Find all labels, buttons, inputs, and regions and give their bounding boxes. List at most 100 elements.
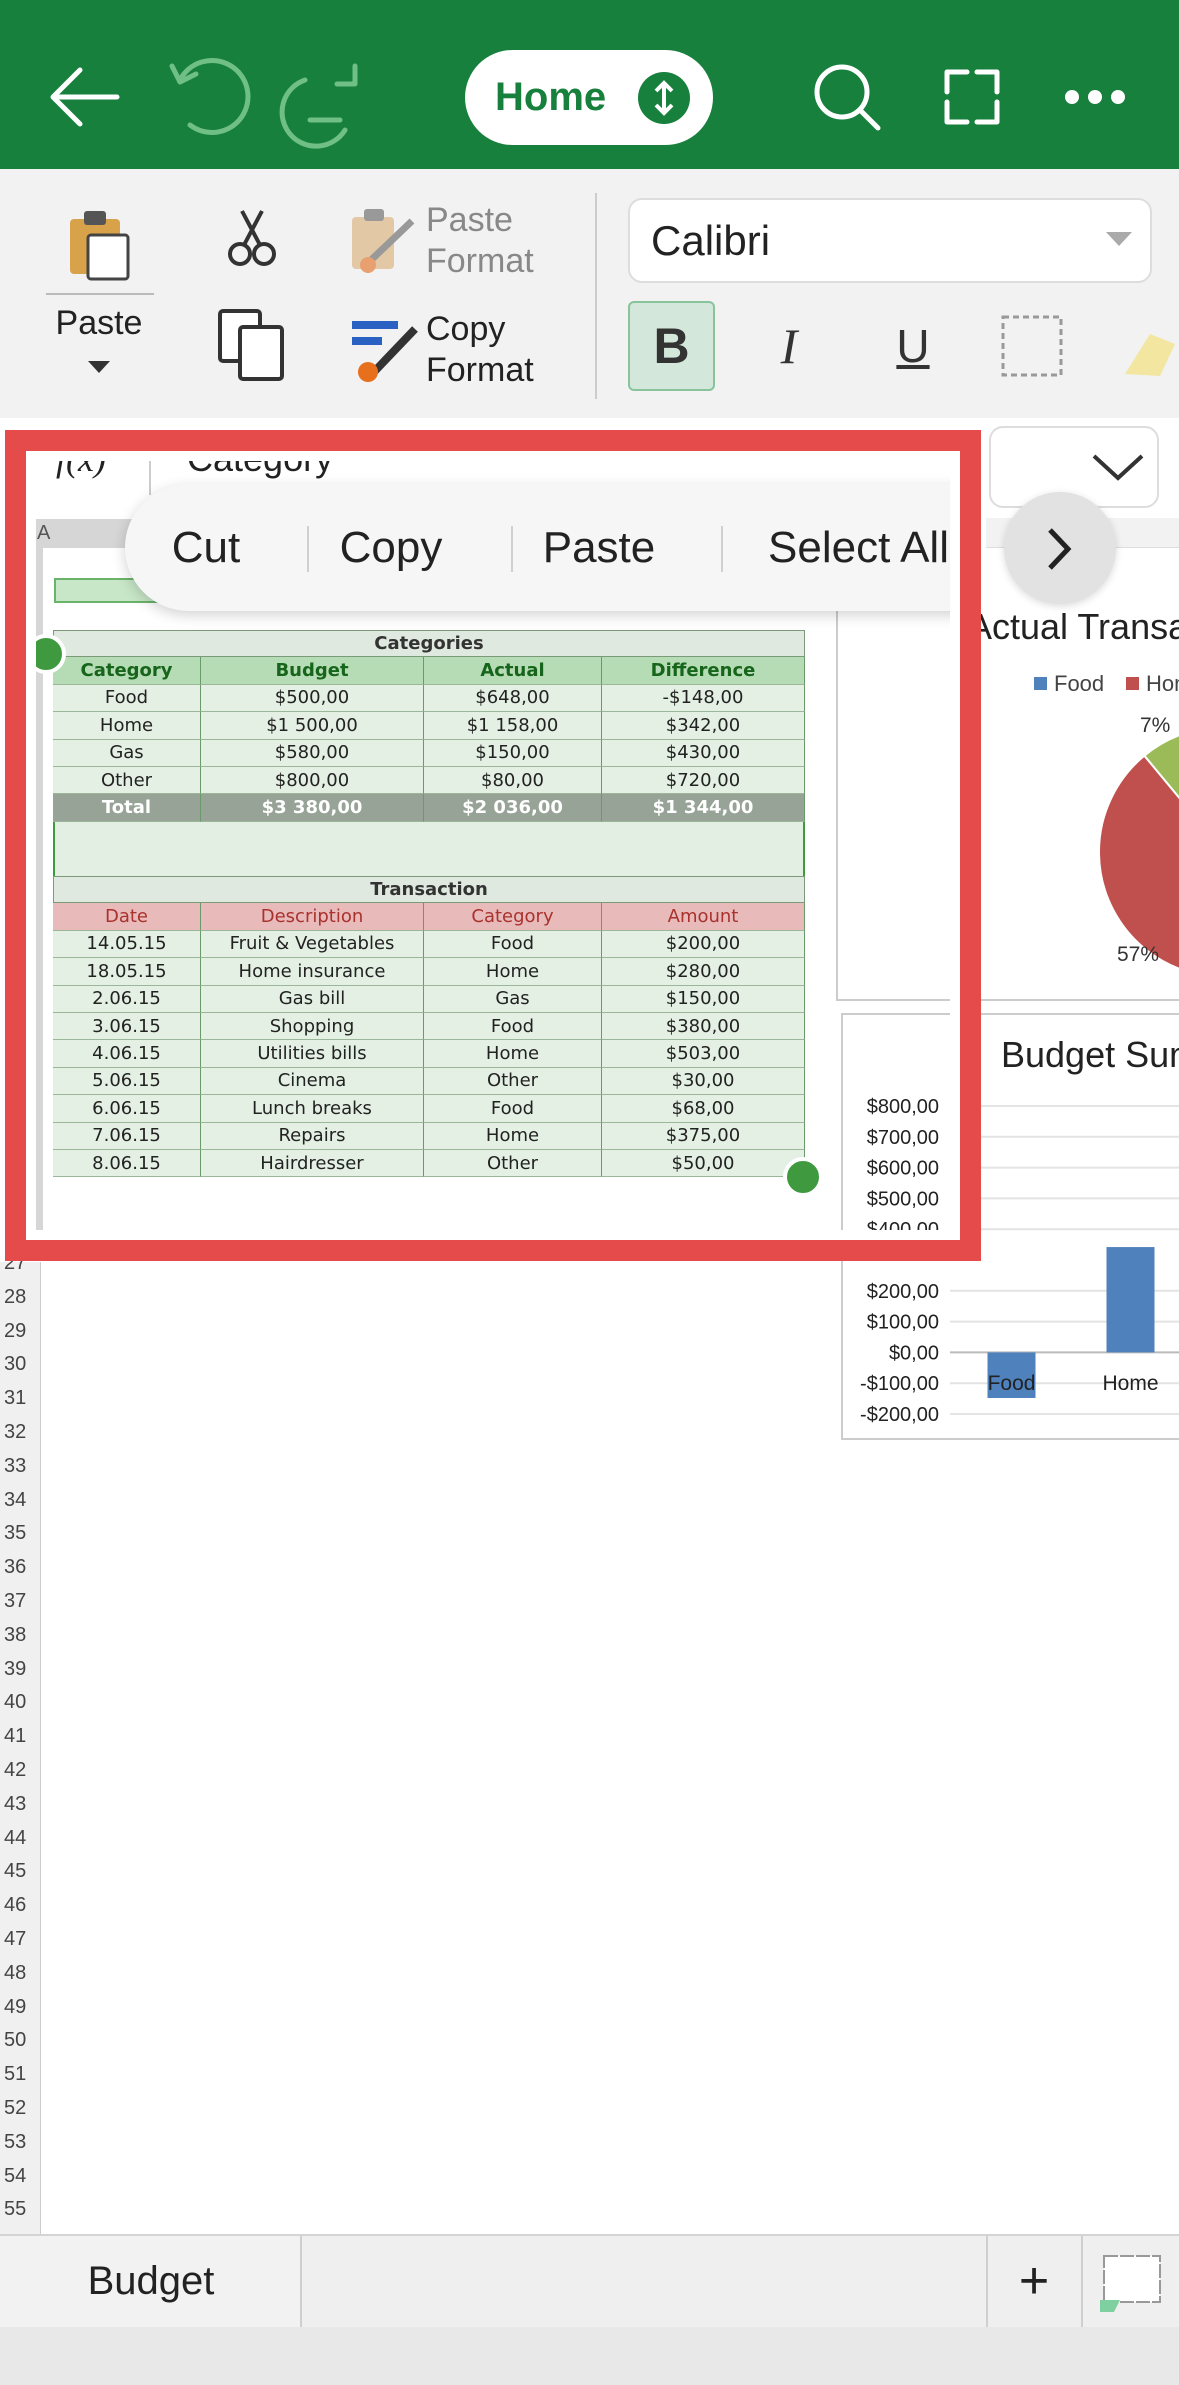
text: Format	[426, 351, 534, 389]
cell: $375,00	[602, 1122, 805, 1150]
cell: Home	[424, 1040, 602, 1068]
cell: Food	[53, 684, 201, 713]
text: Format	[426, 242, 534, 280]
menu-divider	[721, 526, 723, 572]
row-number: 39	[4, 1657, 27, 1680]
tab-toggle-icon[interactable]	[637, 71, 691, 125]
row-number: 52	[4, 2097, 27, 2119]
data-label: 7%	[1140, 714, 1171, 737]
column-header: Budget	[201, 657, 424, 685]
menu-item[interactable]: Cut	[171, 523, 241, 572]
cell: $500,00	[201, 684, 424, 713]
cell: Food	[424, 1095, 602, 1123]
copy-format-icon[interactable]	[352, 321, 418, 382]
cell: $720,00	[602, 767, 805, 795]
paste-label[interactable]: Paste	[55, 304, 143, 342]
selection-handle[interactable]	[26, 634, 66, 674]
paste-icon[interactable]	[70, 211, 130, 281]
row-number: 44	[4, 1826, 27, 1849]
total-cell: $3 380,00	[201, 794, 424, 822]
row-number: 53	[4, 2130, 27, 2153]
divider	[149, 451, 151, 495]
row-number: 40	[4, 1691, 27, 1714]
selection-handle[interactable]	[783, 1157, 823, 1197]
y-tick-label: $500,00	[867, 1188, 939, 1210]
italic-button[interactable]: I	[780, 318, 798, 374]
borders-icon[interactable]	[1001, 315, 1063, 377]
cell: $280,00	[602, 958, 805, 986]
cell: 5.06.15	[53, 1067, 201, 1096]
legend-label: Food	[1054, 671, 1105, 696]
row-number: 45	[4, 1860, 27, 1883]
sheet-preview: f(x) Category A Categories Category Budget…	[26, 451, 960, 1240]
menu-item[interactable]: Paste	[542, 523, 656, 572]
y-tick-label: $700,00	[867, 1127, 939, 1149]
row-number: 38	[4, 1623, 27, 1646]
cell: Fruit & Vegetables	[201, 930, 424, 959]
paste-format-icon	[352, 209, 415, 273]
row-number: 29	[4, 1319, 27, 1342]
cell: Gas bill	[201, 985, 424, 1013]
bar-chart: $800,00 $700,00 $600,00 $500,00 $400,00 $200,…	[860, 1096, 1179, 1426]
cell: $80,00	[424, 767, 602, 795]
font-dropdown[interactable]	[1104, 228, 1134, 248]
undo-icon[interactable]	[169, 58, 251, 135]
copy-icon[interactable]	[218, 309, 284, 381]
x-tick-label: Food	[988, 1372, 1036, 1395]
sheets-icon	[1100, 2255, 1161, 2312]
chevron-down[interactable]	[1090, 450, 1146, 484]
cell: $1 500,00	[201, 712, 424, 740]
underline-button[interactable]: U	[896, 320, 930, 372]
search-icon[interactable]	[814, 64, 881, 131]
data-label: 57%	[1117, 943, 1160, 966]
chevron-right[interactable]	[1048, 528, 1072, 570]
menu-next[interactable]	[1004, 492, 1116, 604]
row-number: 49	[4, 1995, 27, 2018]
paste-dropdown[interactable]	[88, 361, 110, 373]
bold-button[interactable]	[628, 301, 715, 391]
cell: Hairdresser	[201, 1150, 424, 1178]
y-tick-label: $800,00	[867, 1096, 939, 1118]
grid-icon-corner	[1100, 2300, 1120, 2312]
more-icon[interactable]	[1065, 90, 1125, 104]
sheet-tab-label[interactable]: Budget	[87, 2259, 215, 2303]
row-header	[0, 1262, 41, 2234]
fullscreen-icon[interactable]	[944, 69, 1000, 125]
menu-item[interactable]: Select All	[768, 523, 949, 572]
menu-divider	[307, 526, 309, 572]
menu-item[interactable]: Copy	[339, 523, 443, 572]
redo-icon[interactable]	[279, 63, 358, 149]
cell: $150,00	[424, 739, 602, 767]
pie-slice	[1097, 754, 1179, 970]
y-tick-label: $400,00	[867, 1219, 939, 1241]
column-header: Category	[53, 657, 201, 685]
cell: Other	[53, 767, 201, 795]
back-icon[interactable]	[50, 67, 120, 127]
row-number: 54	[4, 2164, 27, 2187]
font-box[interactable]	[628, 198, 1152, 283]
add-sheet[interactable]: +	[1018, 2252, 1050, 2310]
cell: $342,00	[602, 712, 805, 740]
row-number: 43	[4, 1792, 27, 1815]
menu-clip: Cut Copy Paste Select All	[26, 451, 960, 651]
bold-label[interactable]: B	[653, 318, 690, 374]
highlight-icon[interactable]	[1125, 334, 1175, 376]
formula-content: Category	[187, 451, 334, 479]
cell: $648,00	[424, 684, 602, 713]
font-name[interactable]: Calibri	[651, 217, 771, 264]
cell: 8.06.15	[53, 1150, 201, 1178]
sheet-tab[interactable]	[0, 2236, 302, 2327]
cut-icon[interactable]	[228, 210, 276, 266]
tab-label[interactable]: Home	[495, 75, 607, 119]
cell: $150,00	[602, 985, 805, 1013]
cell: $503,00	[602, 1040, 805, 1068]
cell: $430,00	[602, 739, 805, 767]
column-header: Date	[53, 903, 201, 931]
fx-label: f(x)	[56, 451, 106, 479]
cell: Utilities bills	[201, 1040, 424, 1068]
row-number: 37	[4, 1590, 27, 1612]
cell: Shopping	[201, 1013, 424, 1041]
grid-icon[interactable]	[1103, 2255, 1161, 2303]
column-header: Difference	[602, 657, 805, 685]
copy-format-label[interactable]: Copy Format	[426, 309, 534, 391]
